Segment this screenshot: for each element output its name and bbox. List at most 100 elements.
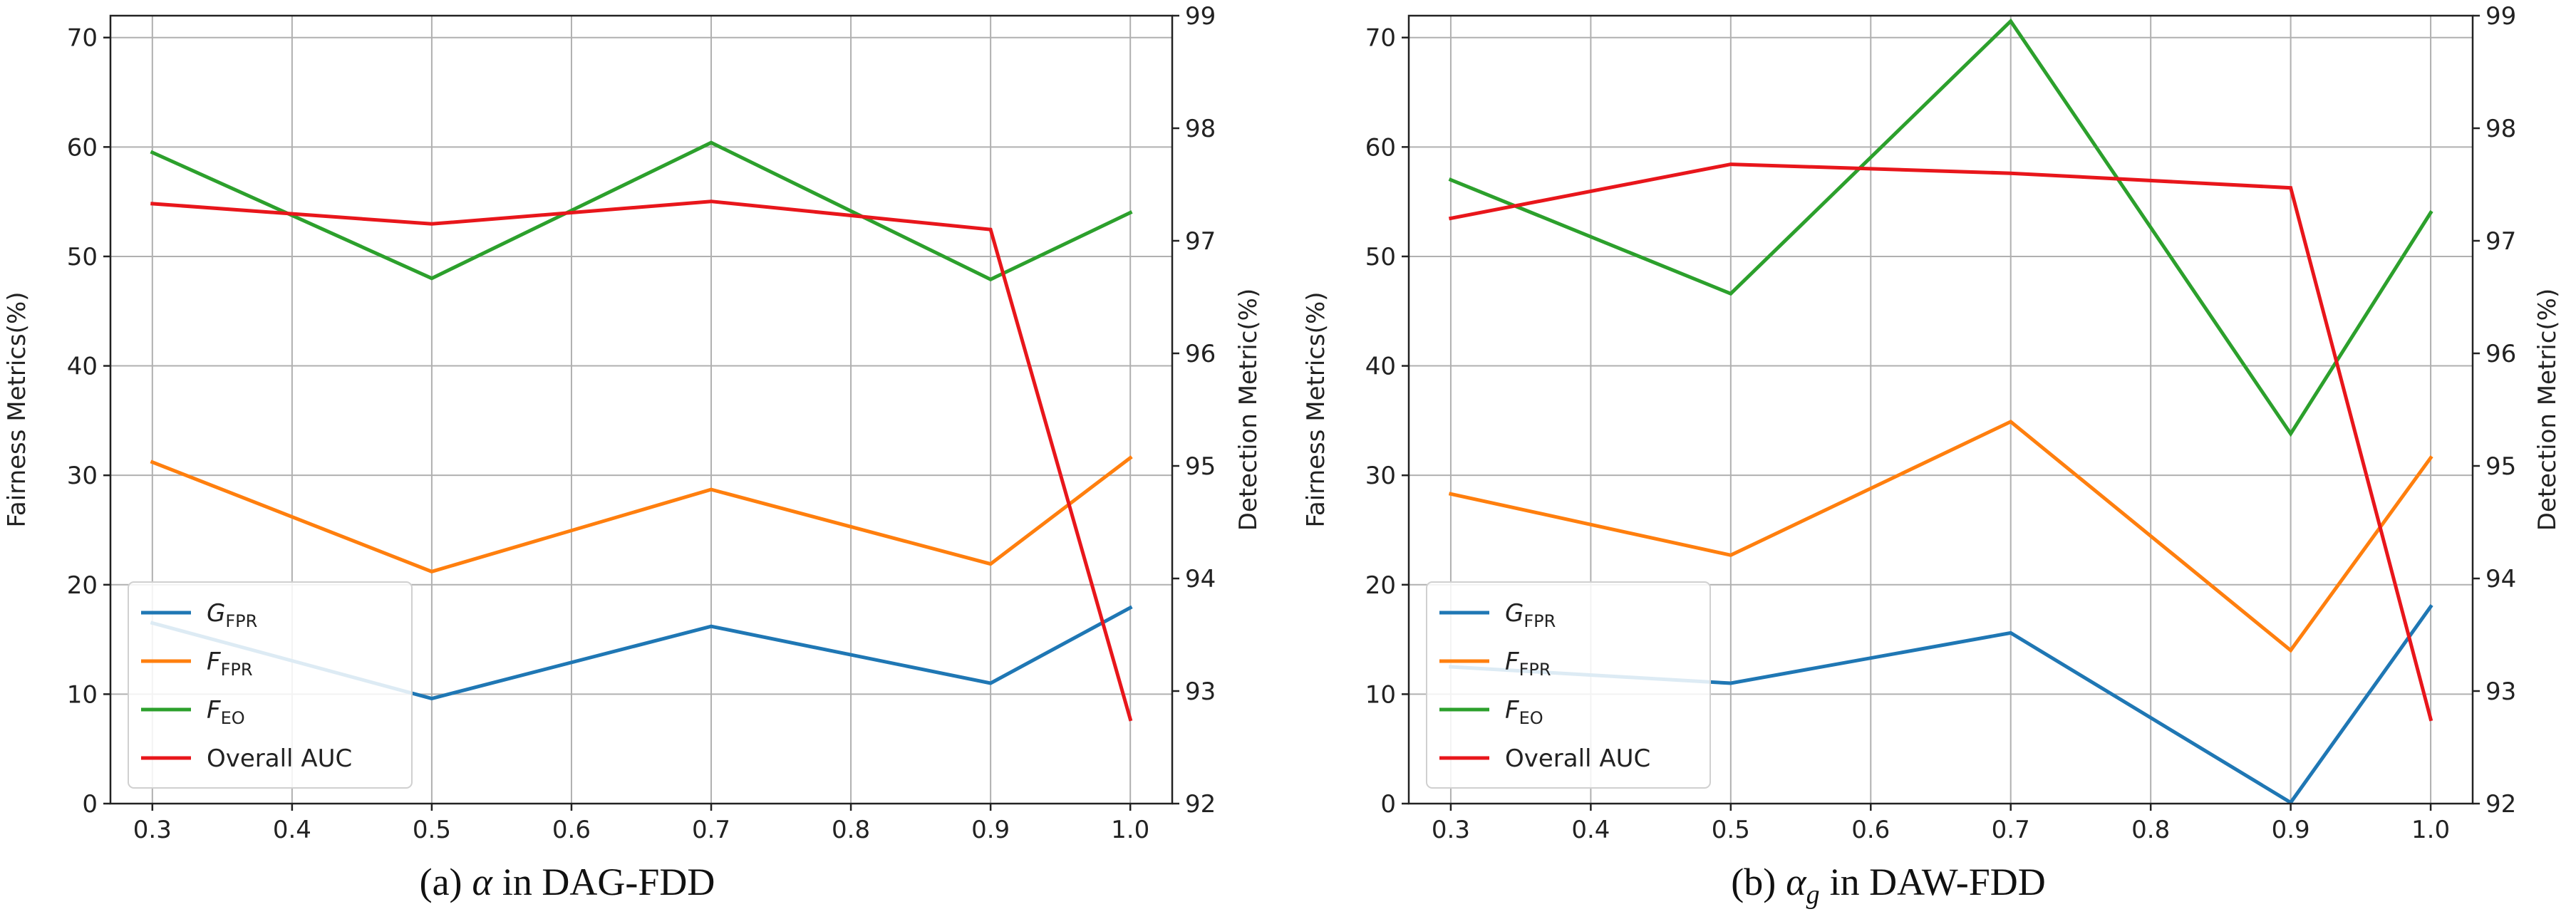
legend-box: [1426, 581, 1711, 789]
legend-label-3: Overall AUC: [1505, 744, 1650, 773]
y-axis-right: 92 93 94 95 96 97 98 99: [1172, 2, 1216, 819]
caption-symbol-sub: g: [1806, 880, 1820, 910]
legend-label-main: F: [1505, 648, 1519, 676]
legend-label-main: F: [207, 696, 221, 725]
legend-box: [128, 581, 413, 789]
y-tick-label: 30: [1365, 462, 1396, 490]
legend-label-2: FEO: [1505, 696, 1543, 728]
panel-b: 0.3 0.4 0.5 0.6 0.7 0.8 0.9 1.0 0 10 20 30 40 50 60 70 9…: [1302, 2, 2562, 910]
x-tick-label: 0.9: [971, 816, 1010, 844]
y-tick-label: 70: [1365, 24, 1396, 53]
x-tick-label: 0.3: [133, 816, 172, 844]
caption-suffix: in DAG-FDD: [502, 861, 715, 903]
y2-tick-label: 96: [1185, 340, 1216, 368]
y-tick-label: 30: [67, 462, 98, 490]
y-tick-label: 50: [67, 243, 98, 271]
x-tick-label: 0.7: [1992, 816, 2030, 844]
y-tick-label: 60: [67, 133, 98, 162]
legend-label-sub: EO: [1519, 708, 1543, 728]
panel-a: 0.3 0.4 0.5 0.6 0.7 0.8 0.9 1.0 0 10 20 30 40 50 60 70 9…: [3, 2, 1263, 903]
y2-tick-label: 92: [2486, 790, 2516, 819]
x-tick-label: 0.8: [2131, 816, 2170, 844]
legend-label-1: FFPR: [207, 648, 253, 680]
y2-axis-label: Detection Metric(%): [2533, 289, 2562, 531]
y2-tick-label: 97: [2486, 227, 2516, 256]
x-tick-label: 0.3: [1432, 816, 1470, 844]
y-tick-label: 10: [1365, 680, 1396, 709]
y2-tick-label: 94: [1185, 565, 1216, 593]
y-axis-left: 0 10 20 30 40 50 60 70: [1365, 24, 1409, 819]
x-axis: 0.3 0.4 0.5 0.6 0.7 0.8 0.9 1.0: [133, 804, 1149, 844]
x-tick-label: 1.0: [1111, 816, 1149, 844]
y2-tick-label: 93: [2486, 678, 2516, 706]
series-line-2: [1448, 18, 2433, 437]
y-tick-label: 0: [82, 790, 98, 819]
legend-label-main: G: [1505, 599, 1524, 628]
y-axis-right: 92 93 94 95 96 97 98 99: [2473, 2, 2516, 819]
x-axis: 0.3 0.4 0.5 0.6 0.7 0.8 0.9 1.0: [1432, 804, 2450, 844]
y2-tick-label: 98: [2486, 115, 2516, 143]
legend-label-3: Overall AUC: [207, 744, 352, 773]
legend-label-sub: FPR: [225, 611, 257, 631]
legend-label-sub: EO: [221, 708, 245, 728]
legend-label-main: F: [1505, 696, 1519, 725]
caption-prefix: (a): [420, 861, 462, 903]
legend-label-main: F: [207, 648, 221, 676]
legend-label-sub: FPR: [1519, 660, 1551, 680]
x-tick-label: 0.6: [1851, 816, 1890, 844]
y-tick-label: 10: [67, 680, 98, 709]
y2-tick-label: 98: [1185, 115, 1216, 143]
legend-label-0: GFPR: [1505, 599, 1556, 631]
caption-prefix: (b): [1731, 861, 1776, 903]
caption-suffix: in DAW-FDD: [1830, 861, 2046, 903]
legend-label-main: Overall AUC: [207, 744, 352, 773]
panel-caption: (b) αg in DAW-FDD: [1731, 861, 2046, 910]
plot-frame: [109, 14, 1174, 805]
y2-tick-label: 99: [1185, 2, 1216, 31]
y2-tick-label: 95: [2486, 452, 2516, 481]
y-tick-label: 20: [67, 571, 98, 600]
y-axis-left: 0 10 20 30 40 50 60 70: [67, 24, 110, 819]
y-axis-label: Fairness Metrics(%): [3, 291, 31, 527]
y-tick-label: 60: [1365, 133, 1396, 162]
legend-label-sub: FPR: [221, 660, 253, 680]
y2-tick-label: 95: [1185, 452, 1216, 481]
y-tick-label: 20: [1365, 571, 1396, 600]
y2-tick-label: 99: [2486, 2, 2516, 31]
y-axis-label: Fairness Metrics(%): [1302, 291, 1330, 527]
y2-axis-label: Detection Metric(%): [1234, 289, 1263, 531]
legend-label-0: GFPR: [207, 599, 257, 631]
x-tick-label: 0.5: [1712, 816, 1750, 844]
panel-caption: (a) α in DAG-FDD: [420, 861, 715, 903]
y2-tick-label: 97: [1185, 227, 1216, 256]
x-tick-label: 0.8: [832, 816, 870, 844]
legend-label-sub: FPR: [1524, 611, 1556, 631]
caption-symbol: α: [472, 861, 494, 903]
legend-label-main: G: [207, 599, 225, 628]
legend-label-1: FFPR: [1505, 648, 1551, 680]
y2-tick-label: 93: [1185, 678, 1216, 706]
y-tick-label: 40: [1365, 353, 1396, 381]
legend-label-2: FEO: [207, 696, 245, 728]
y-tick-label: 50: [1365, 243, 1396, 271]
series-line-2: [150, 140, 1133, 281]
x-tick-label: 0.4: [1571, 816, 1610, 844]
legend-label-main: Overall AUC: [1505, 744, 1650, 773]
plot-frame: [1407, 14, 2474, 805]
x-tick-label: 0.7: [692, 816, 730, 844]
y2-tick-label: 96: [2486, 340, 2516, 368]
x-tick-label: 0.9: [2272, 816, 2310, 844]
y2-tick-label: 94: [2486, 565, 2516, 593]
x-tick-label: 0.6: [552, 816, 591, 844]
y-tick-label: 70: [67, 24, 98, 53]
y2-tick-label: 92: [1185, 790, 1216, 819]
x-tick-label: 0.4: [273, 816, 311, 844]
y-tick-label: 0: [1380, 790, 1396, 819]
x-tick-label: 1.0: [2411, 816, 2450, 844]
caption-symbol: α: [1786, 861, 1807, 903]
y-tick-label: 40: [67, 353, 98, 381]
x-tick-label: 0.5: [413, 816, 451, 844]
